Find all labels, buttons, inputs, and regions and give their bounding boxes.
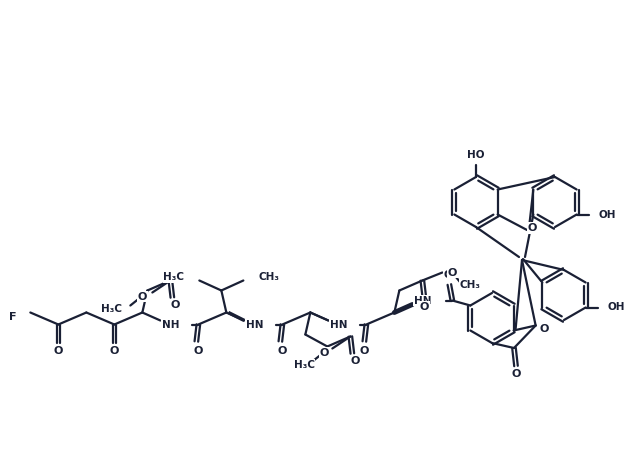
Text: O: O [171,300,180,311]
Text: O: O [540,324,549,335]
Text: HN: HN [413,296,431,306]
Text: O: O [54,346,63,357]
Text: F: F [9,312,17,321]
Text: O: O [319,347,329,358]
Text: HN: HN [330,320,347,329]
Text: O: O [194,345,203,355]
Text: O: O [511,369,521,379]
Text: H₃C: H₃C [163,273,184,282]
Text: O: O [278,345,287,355]
Text: CH₃: CH₃ [460,280,481,290]
Text: HO: HO [467,150,484,160]
Text: CH₃: CH₃ [259,273,279,282]
Text: OH: OH [607,303,625,313]
Text: O: O [109,346,119,357]
Text: O: O [351,357,360,367]
Text: O: O [360,346,369,357]
Text: O: O [444,271,453,281]
Text: OH: OH [598,210,616,219]
Text: H₃C: H₃C [294,360,315,369]
Text: O: O [420,301,429,312]
Text: O: O [527,223,537,233]
Text: HN: HN [246,320,263,329]
Text: NH: NH [161,320,179,329]
Text: H₃C: H₃C [101,304,122,313]
Text: O: O [138,291,147,301]
Text: O: O [447,267,457,277]
